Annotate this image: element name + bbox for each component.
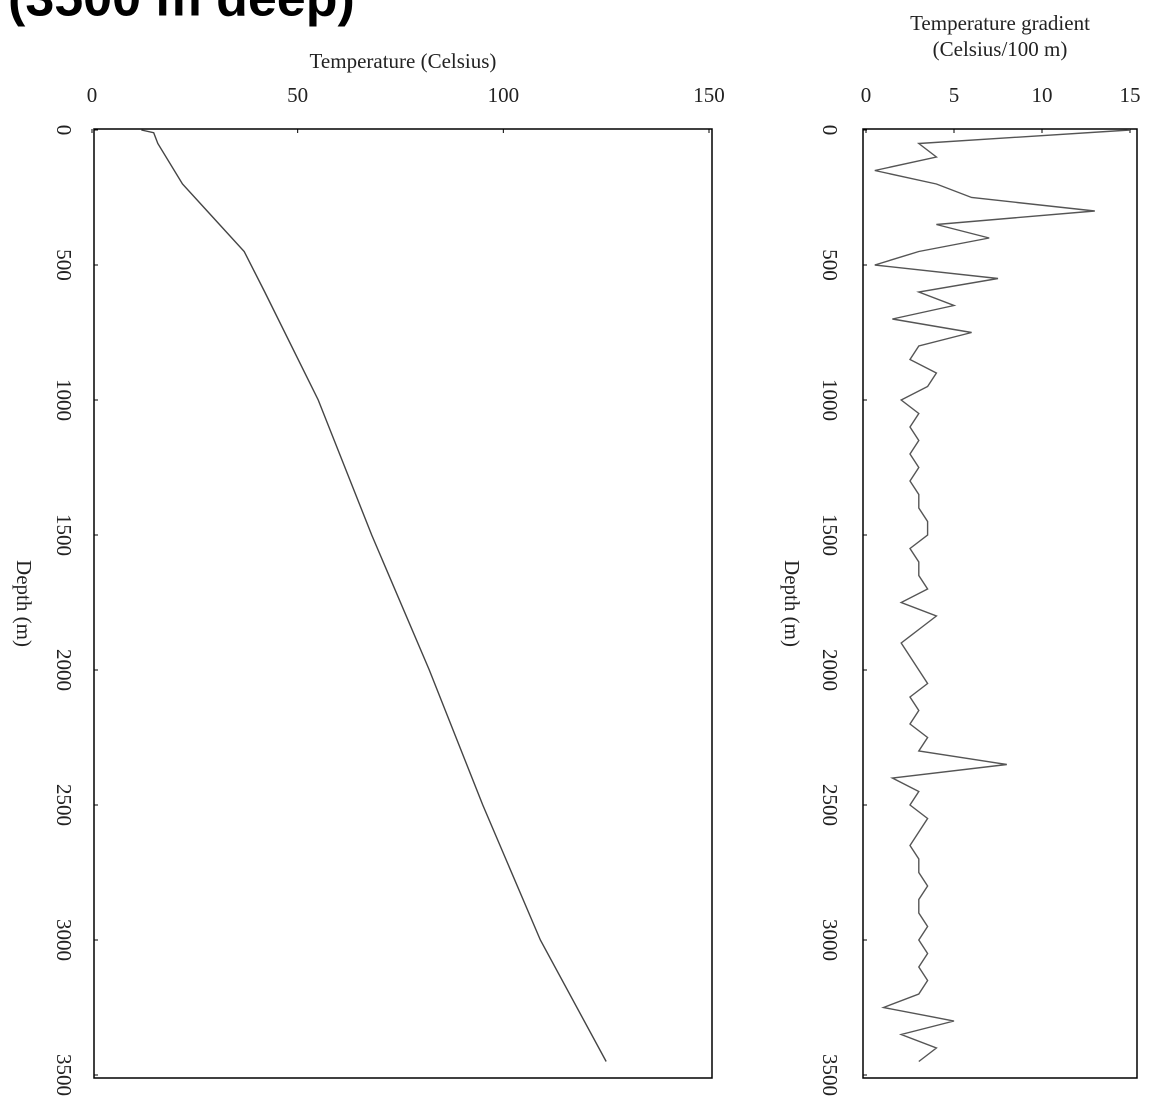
x-tick-label: 15 [1120,83,1141,107]
y-tick-label: 2500 [818,784,842,826]
y-tick-label: 1000 [52,379,76,421]
x-axis-label: (Celsius/100 m) [933,37,1068,61]
x-tick-label: 50 [287,83,308,107]
x-tick-label: 100 [488,83,520,107]
x-axis-label: Temperature (Celsius) [310,49,497,73]
y-tick-label: 3000 [52,919,76,961]
y-tick-label: 3500 [52,1054,76,1096]
plot-frame [93,128,713,1079]
x-tick-label: 10 [1032,83,1053,107]
data-line [874,129,1131,1063]
x-tick-label: 150 [693,83,725,107]
chart-title: (3500 m deep) [8,0,355,28]
y-tick-label: 3000 [818,919,842,961]
y-tick-label: 0 [818,125,842,136]
x-tick-label: 5 [949,83,960,107]
y-tick-label: 2500 [52,784,76,826]
y-tick-label: 500 [52,249,76,281]
y-tick-label: 1500 [52,514,76,556]
y-tick-label: 2000 [52,649,76,691]
y-axis-label: Depth (m) [12,560,36,647]
y-axis-label: Depth (m) [780,560,804,647]
x-axis-label: Temperature gradient [910,11,1090,35]
y-tick-label: 2000 [818,649,842,691]
data-line [141,129,607,1062]
y-tick-label: 0 [52,125,76,136]
y-tick-label: 1500 [818,514,842,556]
x-tick-label: 0 [861,83,872,107]
plot-frame [862,128,1138,1079]
x-tick-label: 0 [87,83,98,107]
y-tick-label: 1000 [818,379,842,421]
y-tick-label: 500 [818,249,842,281]
y-tick-label: 3500 [818,1054,842,1096]
